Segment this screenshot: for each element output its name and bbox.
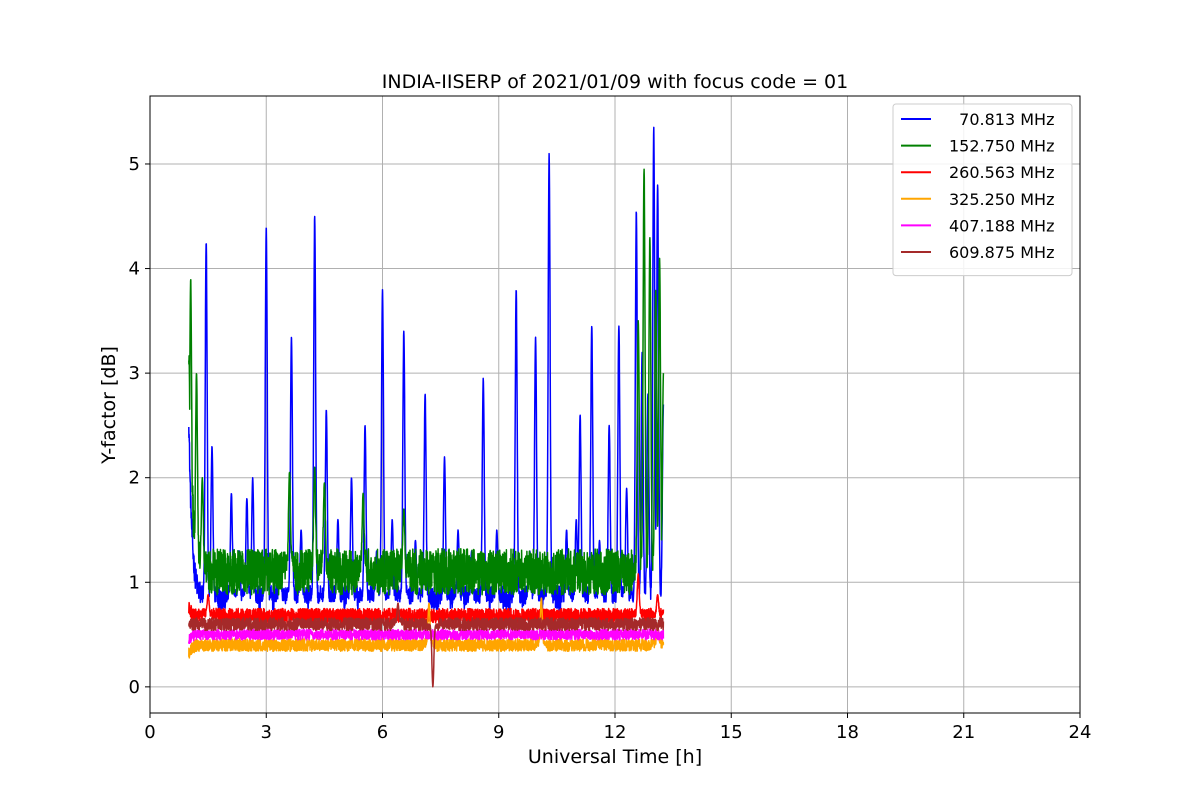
y-tick-label: 5 xyxy=(129,154,140,175)
series-line xyxy=(188,168,665,596)
y-axis-title: Y-factor [dB] xyxy=(98,346,120,465)
series-line xyxy=(188,126,665,612)
series-line xyxy=(188,628,665,644)
legend: 70.813 MHz 152.750 MHz 260.563 MHz 325.250 … xyxy=(892,103,1073,277)
y-tick-label: 1 xyxy=(129,572,140,593)
plot-area xyxy=(188,126,665,688)
series-line xyxy=(188,602,665,688)
y-axis-ticks: 0 1 2 3 4 5 xyxy=(129,154,150,698)
x-tick-label: 6 xyxy=(377,722,388,743)
y-tick-label: 0 xyxy=(129,677,140,698)
legend-label: 609.875 MHz xyxy=(949,243,1054,262)
legend-label: 407.188 MHz xyxy=(949,216,1054,235)
legend-box xyxy=(892,103,1073,277)
x-tick-label: 18 xyxy=(836,722,859,743)
legend-label: 70.813 MHz xyxy=(949,110,1054,129)
x-tick-label: 9 xyxy=(493,722,504,743)
x-tick-label: 21 xyxy=(952,722,975,743)
x-tick-label: 24 xyxy=(1069,722,1092,743)
x-tick-label: 12 xyxy=(604,722,627,743)
chart-title: INDIA-IISERP of 2021/01/09 with focus co… xyxy=(382,71,848,93)
x-axis-ticks: 0 3 6 9 12 15 18 21 24 xyxy=(144,713,1091,743)
series-line xyxy=(188,597,665,659)
x-tick-label: 0 xyxy=(144,722,155,743)
series-line xyxy=(188,573,665,624)
legend-label: 260.563 MHz xyxy=(949,163,1054,182)
x-tick-label: 3 xyxy=(261,722,272,743)
legend-label: 325.250 MHz xyxy=(949,190,1054,209)
y-tick-label: 4 xyxy=(129,259,140,280)
x-tick-label: 15 xyxy=(720,722,743,743)
y-tick-label: 2 xyxy=(129,468,140,489)
x-axis-title: Universal Time [h] xyxy=(528,746,702,768)
y-tick-label: 3 xyxy=(129,363,140,384)
legend-label: 152.750 MHz xyxy=(949,137,1054,156)
